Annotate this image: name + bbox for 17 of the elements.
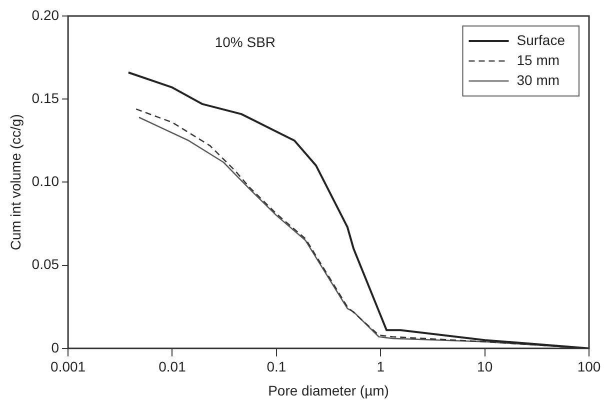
y-axis-title: Cum int volume (cc/g) [7,114,24,250]
legend-label: 15 mm [516,52,560,68]
annotation: 10% SBR [214,34,276,50]
y-tick-label: 0.05 [32,256,60,272]
x-tick-label: 0.01 [158,358,186,375]
x-tick-label: 1 [376,358,385,375]
y-tick-label: 0.20 [32,6,60,23]
x-tick-label: 0.1 [266,358,286,375]
legend-label: Surface [516,32,566,48]
x-tick-label: 100 [577,358,601,375]
x-tick-label: 0.001 [50,358,86,375]
legend-label: 30 mm [516,72,560,88]
x-axis-title: Pore diameter (µm) [268,382,389,398]
y-tick-label: 0 [51,339,60,356]
y-tick-label: 0.10 [32,173,60,190]
y-tick-label: 0.15 [32,90,60,106]
x-tick-label: 10 [477,358,493,375]
